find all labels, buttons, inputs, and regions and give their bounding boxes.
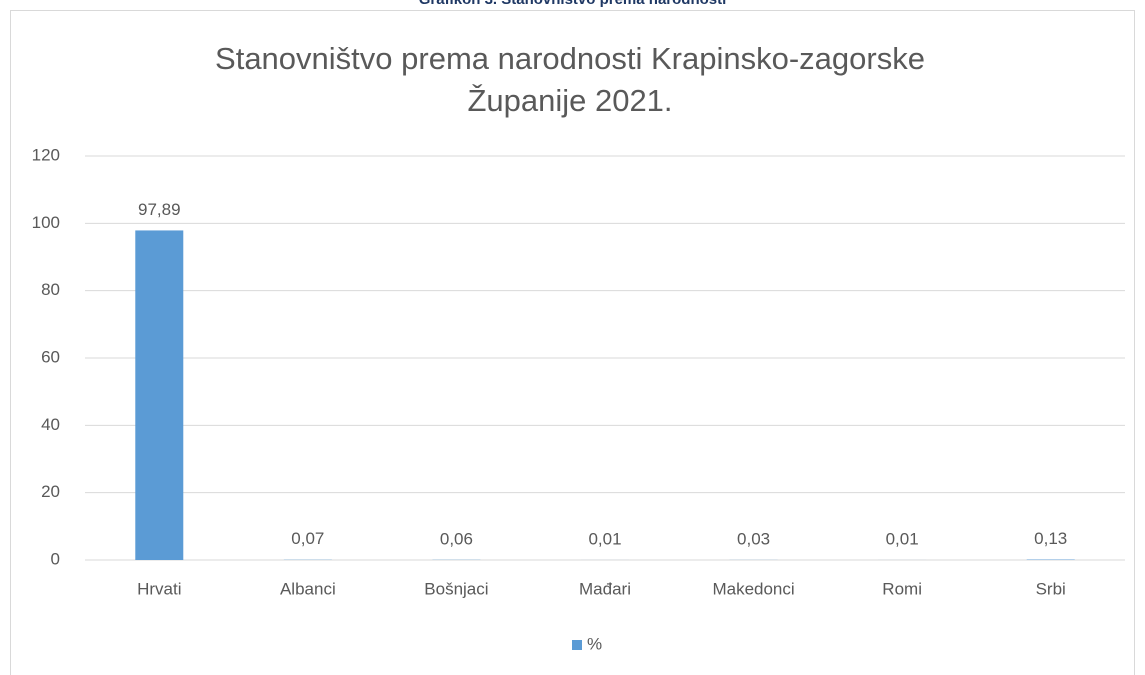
x-tick-label: Mađari [579,579,631,598]
y-tick-label: 40 [41,415,60,434]
x-tick-label: Bošnjaci [424,579,488,598]
y-tick-label: 0 [51,549,60,568]
data-label: 0,03 [737,529,770,548]
x-tick-label: Albanci [280,579,336,598]
x-tick-label: Makedonci [712,579,794,598]
data-label: 0,01 [588,529,621,548]
data-label: 0,13 [1034,529,1067,548]
x-tick-label: Hrvati [137,579,181,598]
data-label: 0,07 [291,529,324,548]
legend-label: % [587,634,602,653]
data-label: 0,01 [886,529,919,548]
y-tick-label: 60 [41,347,60,366]
figure-caption: Grafikon 3. Stanovništvo prema narodnost… [0,0,1145,8]
legend-swatch [572,640,582,650]
chart-title: Stanovništvo prema narodnosti Krapinsko-… [215,41,925,118]
data-label: 97,89 [138,200,181,219]
x-tick-label: Srbi [1036,579,1066,598]
y-tick-label: 120 [32,145,60,164]
y-tick-label: 100 [32,213,60,232]
chart-frame [10,10,1135,675]
data-label: 0,06 [440,529,473,548]
y-tick-label: 20 [41,482,60,501]
x-tick-label: Romi [882,579,922,598]
y-tick-label: 80 [41,280,60,299]
bar [135,230,184,560]
